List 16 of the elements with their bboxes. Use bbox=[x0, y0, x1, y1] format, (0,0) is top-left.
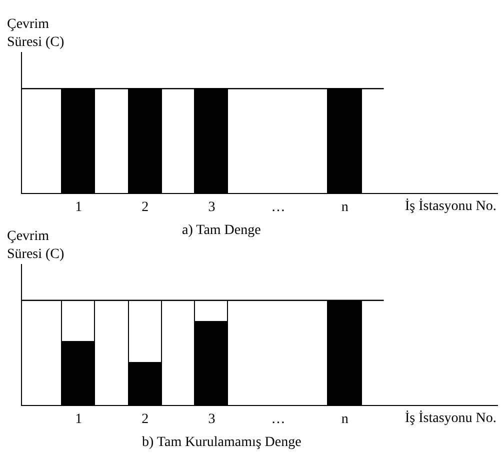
x-tick-label: … bbox=[271, 200, 286, 215]
text: b) Tam Kurulamamış Denge bbox=[142, 435, 302, 450]
x-tick-label: … bbox=[271, 412, 286, 427]
x-tick-label: 3 bbox=[208, 412, 216, 427]
x-tick-label: 2 bbox=[142, 200, 149, 215]
x-tick-label: 1 bbox=[75, 200, 82, 215]
x-axis-title: İş İstasyonu No. bbox=[405, 198, 496, 214]
y-axis-title: Çevrim Süresi (C) bbox=[7, 229, 64, 262]
x-tick-label: 2 bbox=[142, 412, 149, 427]
x-tick-label: 3 bbox=[208, 200, 216, 215]
x-tick-label: n bbox=[341, 412, 348, 427]
y-axis-title: Çevrim Süresi (C) bbox=[7, 17, 64, 50]
text: a) Tam Denge bbox=[182, 223, 261, 238]
x-tick-label: n bbox=[341, 200, 348, 215]
x-axis-title: İş İstasyonu No. bbox=[405, 410, 496, 426]
x-tick-label: 1 bbox=[75, 412, 82, 427]
